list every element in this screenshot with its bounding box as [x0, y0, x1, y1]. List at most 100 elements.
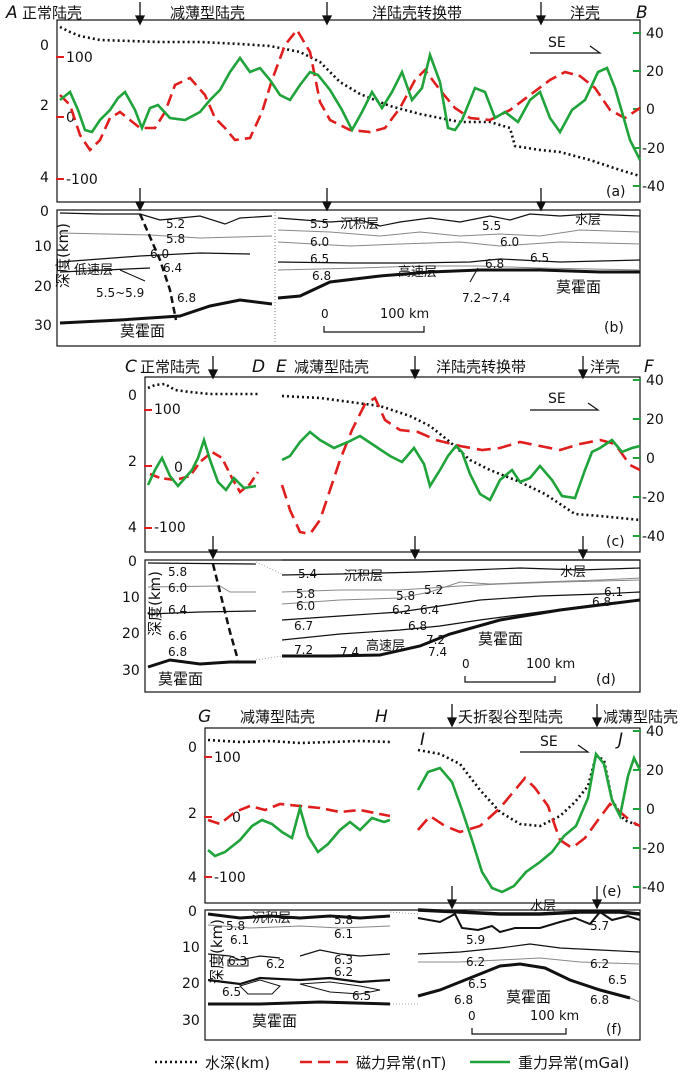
layer-line [417, 943, 641, 955]
depth-tick-2: 2 [188, 806, 197, 822]
section-tick-30: 30 [182, 1013, 200, 1029]
panel-label-e: (e) [602, 884, 622, 900]
mag-tick-neg100: -100 [214, 870, 246, 886]
layer-line [59, 232, 273, 239]
gap-connector [255, 561, 283, 661]
layer-line [277, 265, 641, 271]
gravity-anomaly-curve [281, 430, 641, 502]
direction-arrow-icon [530, 45, 602, 54]
grav-tick-40: 40 [646, 26, 664, 42]
magnetic-anomaly-curve [59, 27, 641, 153]
velocity-block [227, 959, 249, 967]
zone-boundary-arrows [446, 704, 603, 728]
layer-line [281, 577, 641, 605]
velocity-label: 6.4 [163, 261, 182, 275]
axis-color-ticks [144, 379, 641, 537]
velocity-label: 6.3 [228, 954, 247, 968]
panel-f: 深度(km) 0 10 20 30 5.8 沉积层 6.1 6.3 6.2 6.… [182, 886, 641, 1041]
velocity-label: 6.4 [420, 603, 439, 617]
gravity-anomaly-curve [207, 803, 391, 858]
crust-boundary-dashed [138, 213, 178, 321]
moho-line [277, 268, 640, 300]
velocity-label: 7.2~7.4 [462, 291, 510, 305]
moho-label: 莫霍面 [252, 1012, 297, 1030]
velocity-label: 6.8 [454, 993, 473, 1007]
panel-b: 深度(km) 0 10 20 30 5.2 5.8 6.0 6.4 低速层 5.… [34, 188, 641, 347]
velocity-label: 6.2 [466, 955, 485, 969]
high-velocity-layer-label: 高速层 [398, 264, 437, 280]
depth-tick-0: 0 [40, 38, 49, 54]
section-tick-30: 30 [122, 663, 140, 679]
depth-tick-4: 4 [128, 520, 137, 536]
velocity-label: 6.8 [485, 257, 504, 271]
direction-label: SE [548, 35, 566, 51]
depth-tick-2: 2 [128, 454, 137, 470]
scale-zero: 0 [468, 1009, 476, 1023]
sediment-layer-label: 沉积层 [340, 217, 379, 232]
velocity-block [239, 979, 281, 995]
seafloor-line [147, 562, 257, 565]
panel-label-c: (c) [606, 534, 625, 550]
velocity-label: 6.2 [392, 603, 411, 617]
velocity-label: 5.2 [166, 217, 185, 231]
scale-bar [464, 676, 556, 683]
scale-label: 100 km [380, 307, 429, 322]
velocity-label: 5.8 [226, 919, 245, 933]
water-depth-curve [281, 394, 641, 522]
velocity-label: 6.6 [168, 629, 187, 643]
section-tick-30: 30 [34, 318, 52, 334]
moho-label: 莫霍面 [158, 670, 203, 688]
moho-label: 莫霍面 [556, 278, 601, 296]
zone-thinned-continental: 减薄型陆壳 [170, 4, 245, 22]
section-tick-0: 0 [128, 554, 137, 570]
velocity-label: 6.3 [334, 953, 353, 967]
mag-tick-0: 0 [174, 460, 183, 476]
magnetic-anomaly-curve [280, 396, 641, 536]
velocity-label: 7.2 [294, 643, 313, 657]
section-tick-0: 0 [188, 904, 197, 920]
water-depth-curve [59, 25, 641, 178]
layer-line [59, 252, 251, 263]
section-tick-10: 10 [122, 590, 140, 606]
velocity-label: 6.2 [266, 957, 285, 971]
profile-letter-h: H [375, 707, 388, 727]
zone-thinned-continental: 减薄型陆壳 [294, 358, 369, 376]
grav-tick-0: 0 [646, 451, 655, 467]
low-velocity-top [59, 267, 151, 273]
velocity-label: 7.4 [340, 645, 359, 659]
panel-b-frame [56, 209, 641, 347]
mag-tick-100: 100 [214, 750, 241, 766]
seafloor-line [417, 908, 641, 916]
zone-boundary-arrows [207, 356, 589, 380]
scale-bar [471, 1028, 567, 1035]
velocity-label: 5.2 [424, 583, 443, 597]
moho-line [147, 658, 256, 669]
velocity-label: 6.7 [294, 619, 313, 633]
zone-normal-continental: 正常陆壳 [22, 4, 82, 22]
velocity-label: 6.4 [168, 603, 187, 617]
panel-e: G 减薄型陆壳 H 夭折裂谷型陆壳 减薄型陆壳 I J 0 2 4 100 0 … [188, 704, 678, 904]
panel-gap [262, 378, 284, 551]
zone-normal-continental: 正常陆壳 [140, 358, 200, 376]
scale-zero: 0 [321, 307, 329, 321]
moho-line [208, 1000, 391, 1006]
section-ylabel: 深度(km) [208, 919, 226, 984]
grav-tick-0: 0 [646, 102, 655, 118]
grav-tick-neg40: -40 [642, 529, 665, 545]
panel-gap [392, 729, 416, 902]
high-velocity-layer-label: 高速层 [366, 638, 405, 654]
layer-line [418, 957, 641, 965]
sediment-layer-label: 沉积层 [344, 569, 383, 584]
profile-letter-j: J [615, 730, 623, 750]
section-ylabel: 深度(km) [146, 571, 164, 636]
direction-label: SE [540, 734, 558, 750]
gravity-anomaly-curve [416, 750, 642, 894]
profile-letter-e: E [276, 357, 287, 377]
panel-label-d: (d) [596, 672, 616, 688]
water-depth-curve [207, 738, 391, 745]
zone-oceanic: 洋壳 [590, 358, 620, 376]
velocity-label: 6.2 [590, 957, 609, 971]
direction-arrow-icon [520, 744, 590, 753]
layer-line [277, 258, 641, 264]
